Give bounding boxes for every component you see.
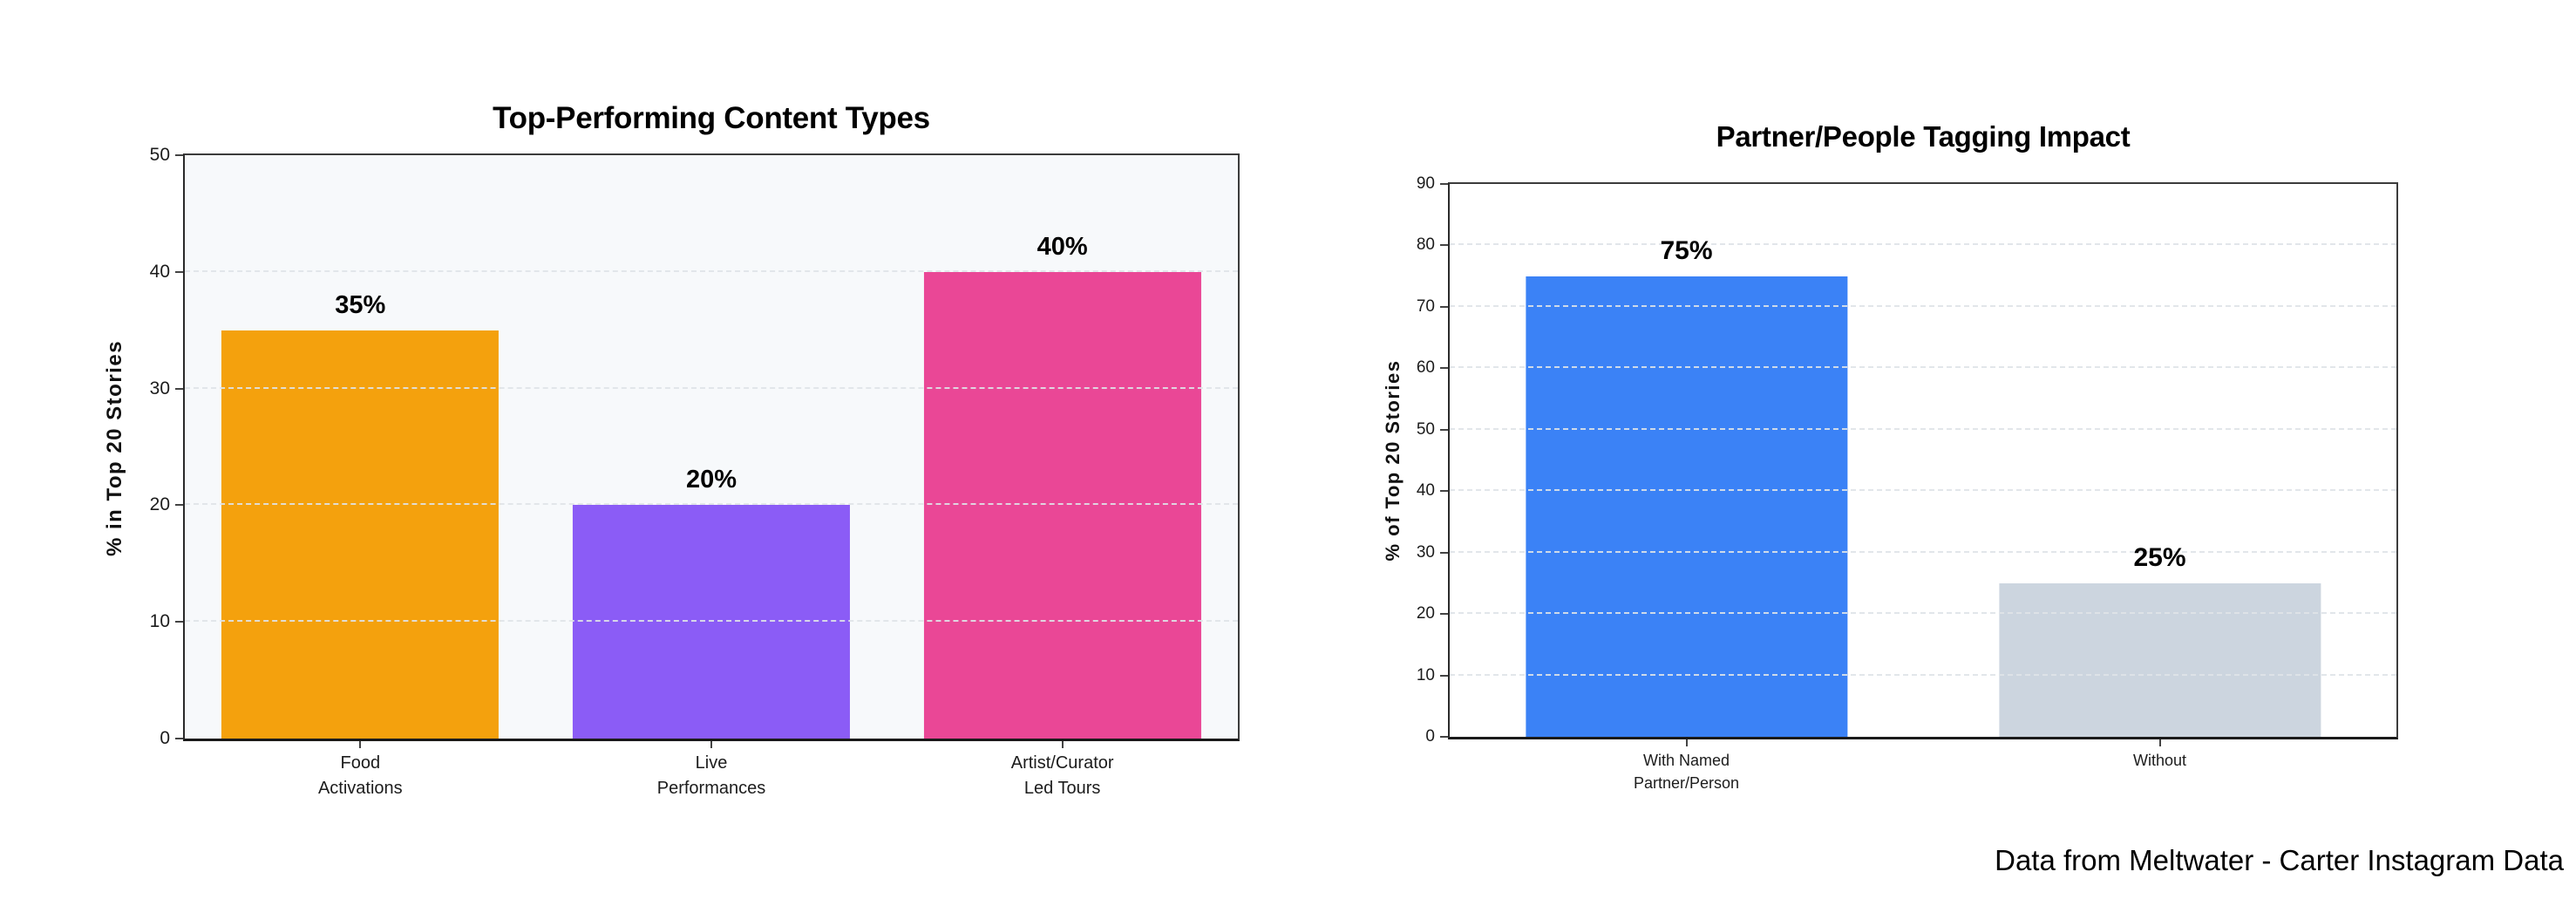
bar-value-label: 20% — [685, 466, 737, 494]
chart-title: Partner/People Tagging Impact — [1716, 120, 2131, 153]
bar-value-label: 40% — [1037, 232, 1088, 261]
y-tick-label: 20 — [149, 494, 170, 515]
tagging-impact-chart: Partner/People Tagging Impact % of Top 2… — [1342, 0, 2576, 899]
y-axis-label: % of Top 20 Stories — [1382, 359, 1404, 562]
y-tick-mark-icon — [1440, 674, 1448, 677]
y-tick-mark-icon — [1440, 613, 1448, 616]
y-tick-label: 10 — [149, 611, 170, 632]
x-category-label: Without — [2132, 752, 2187, 769]
y-tick-mark-icon — [175, 504, 183, 507]
y-tick-mark-icon — [1440, 183, 1448, 185]
x-category-label: Live Performances — [656, 753, 766, 798]
y-tick-mark-icon — [175, 154, 183, 156]
bar — [923, 271, 1201, 739]
bar-value-label: 75% — [1660, 235, 1713, 265]
x-tick-mark-icon — [1061, 741, 1064, 748]
bar-value-label: 25% — [2133, 542, 2186, 572]
y-tick-label: 0 — [1425, 727, 1435, 746]
bar — [221, 330, 500, 739]
y-tick-label: 20 — [1416, 604, 1435, 623]
bar-value-label: 35% — [335, 290, 386, 319]
bar — [1998, 582, 2321, 737]
x-tick-mark-icon — [710, 741, 712, 748]
y-tick-mark-icon — [1440, 244, 1448, 247]
y-tick-label: 30 — [1416, 542, 1435, 562]
y-tick-mark-icon — [1440, 551, 1448, 554]
y-tick-label: 90 — [1416, 174, 1435, 193]
y-tick-mark-icon — [1440, 428, 1448, 431]
y-tick-label: 50 — [149, 145, 170, 165]
y-tick-mark-icon — [1440, 490, 1448, 493]
x-category-label: With Named Partner/Person — [1633, 752, 1740, 793]
y-tick-mark-icon — [175, 621, 183, 623]
y-tick-mark-icon — [175, 738, 183, 739]
y-tick-label: 10 — [1416, 665, 1435, 684]
y-tick-label: 70 — [1416, 296, 1435, 316]
plot-area: 0 10 20 30 40 50 35% Food Activations 20% Live Pe… — [150, 145, 1240, 798]
plot-area: 0 10 20 30 40 50 60 70 80 90 75% With Named Partner… — [1417, 174, 2398, 792]
y-axis-label: % in Top 20 Stories — [103, 339, 126, 557]
y-tick-label: 40 — [149, 261, 170, 282]
gridline — [1450, 243, 2396, 246]
y-tick-mark-icon — [175, 270, 183, 273]
x-category-label: Artist/Curator Led Tours — [1010, 753, 1114, 798]
x-tick-mark-icon — [2158, 739, 2161, 746]
chart-title: Top-Performing Content Types — [493, 101, 930, 135]
y-tick-mark-icon — [1440, 367, 1448, 370]
y-tick-label: 80 — [1416, 235, 1435, 255]
x-tick-mark-icon — [1685, 739, 1688, 746]
y-tick-mark-icon — [175, 387, 183, 390]
y-tick-label: 30 — [149, 378, 170, 398]
y-tick-label: 60 — [1416, 358, 1435, 378]
y-tick-mark-icon — [1440, 736, 1448, 738]
data-source-note: Data from Meltwater - Carter Instagram D… — [1995, 844, 2564, 876]
y-tick-mark-icon — [1440, 305, 1448, 308]
x-category-label: Food Activations — [317, 753, 403, 798]
x-tick-mark-icon — [359, 741, 362, 748]
y-tick-label: 50 — [1416, 419, 1435, 439]
content-types-chart: Top-Performing Content Types % in Top 20… — [103, 101, 1240, 798]
bar — [1525, 276, 1848, 737]
y-tick-label: 40 — [1416, 481, 1435, 501]
y-tick-label: 0 — [160, 728, 170, 748]
bar — [572, 505, 851, 739]
